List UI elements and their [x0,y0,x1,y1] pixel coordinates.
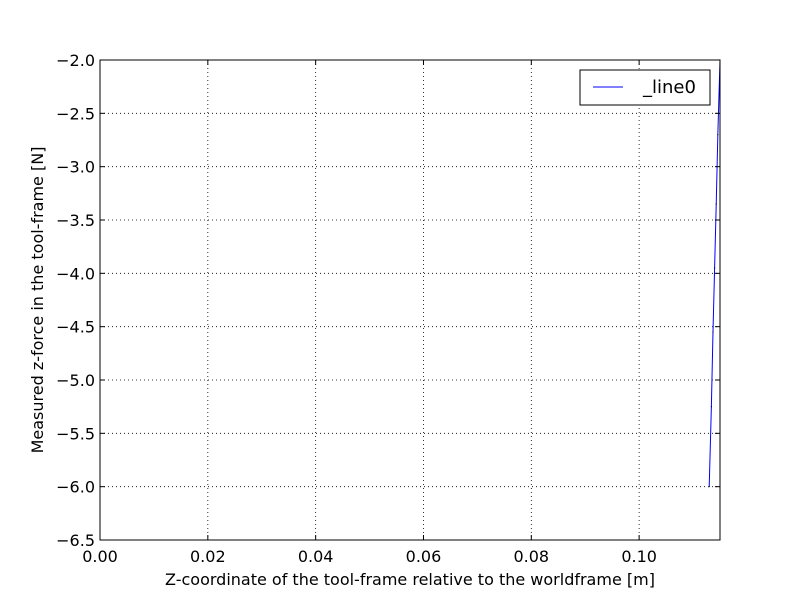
series-point [710,406,712,408]
x-tick-label: 0.06 [406,547,442,566]
y-tick-label: −5.0 [56,371,95,390]
y-tick-label: −6.5 [56,531,95,550]
x-tick-label: 0.00 [82,547,118,566]
series-point [717,134,719,136]
legend-label: _line0 [642,77,696,98]
y-tick-label: −4.5 [56,318,95,337]
y-tick-label: −2.0 [56,51,95,70]
x-axis-label: Z-coordinate of the tool-frame relative … [165,570,655,589]
x-tick-label: 0.10 [621,547,657,566]
ticks: 0.00 0.02 0.04 0.06 0.08 0.10 −2.0 −2.5 −3.0 −3.5… [56,51,720,566]
y-tick-label: −5.5 [56,424,95,443]
series-point [715,203,717,205]
plot-frame [99,59,721,541]
plot-area [100,60,720,540]
x-tick-label: 0.02 [190,547,226,566]
series-point [712,331,714,333]
y-tick-label: −3.5 [56,211,95,230]
y-tick-label: −6.0 [56,478,95,497]
series-point [708,486,710,488]
y-tick-label: −3.0 [56,158,95,177]
y-axis-label: Measured z-force in the tool-frame [N] [28,147,47,454]
legend: _line0 [579,69,711,106]
x-tick-label: 0.04 [298,547,334,566]
grid [100,60,720,540]
y-tick-label: −2.5 [56,104,95,123]
y-tick-label: −4.0 [56,264,95,283]
x-tick-label: 0.08 [513,547,549,566]
series-point [714,267,716,269]
